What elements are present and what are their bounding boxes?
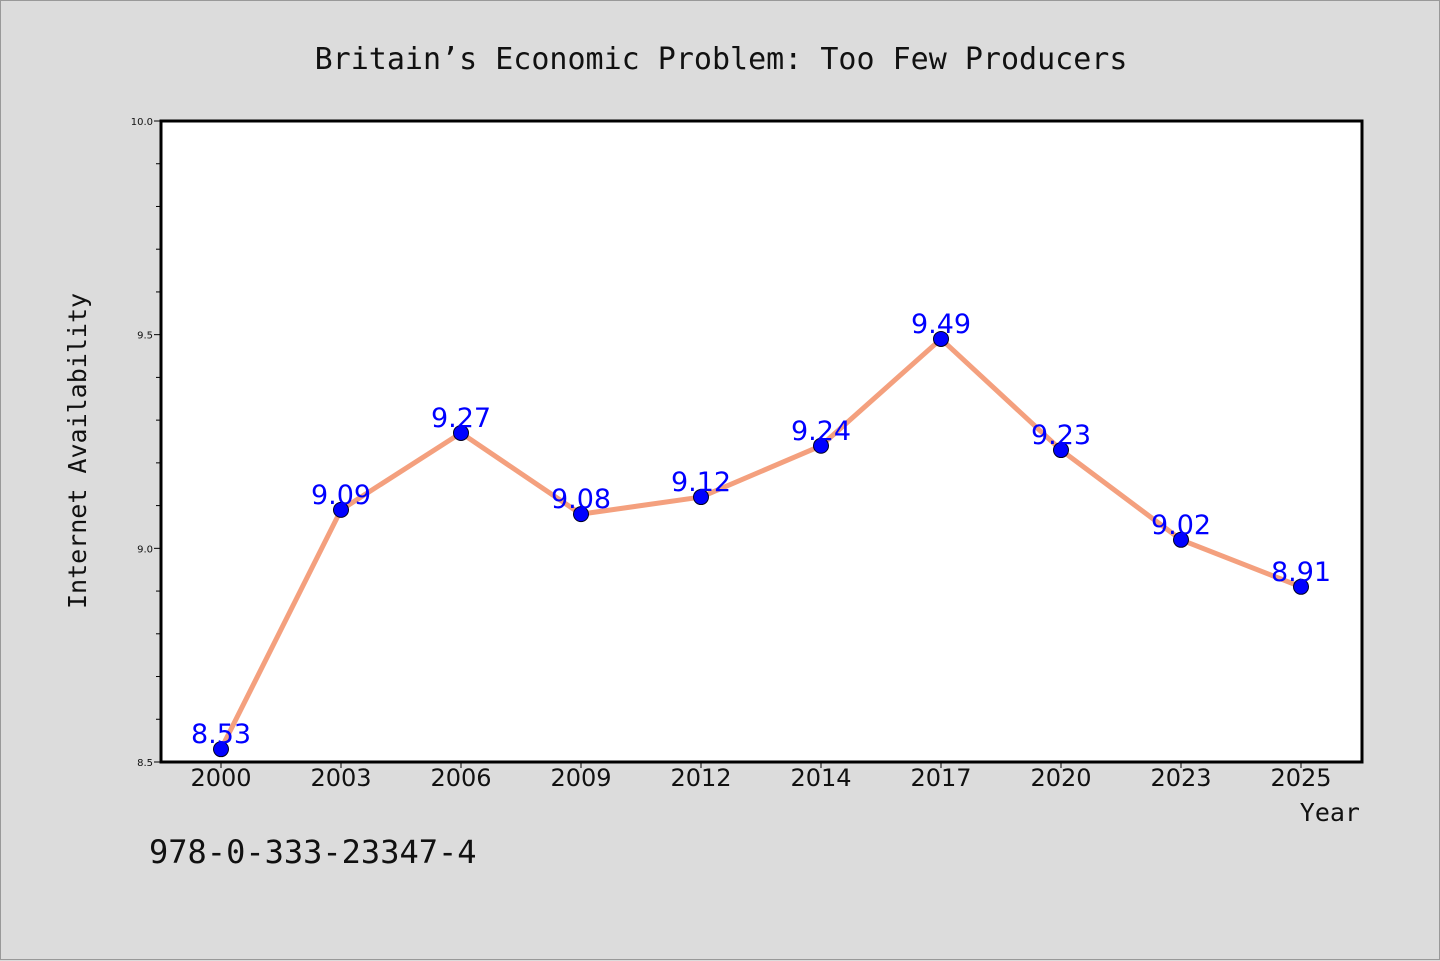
y-axis: 8.5 9.0 9.5 10.0 <box>131 117 161 769</box>
x-tick-label: 2025 <box>1270 764 1331 792</box>
data-labels: 8.53 9.09 9.27 9.08 9.12 9.24 9.49 9.23 9.02 8.91 <box>191 309 1331 750</box>
series-line <box>218 336 1304 752</box>
isbn-text: 978-0-333-23347-4 <box>149 833 477 871</box>
x-tick-label: 2014 <box>790 764 851 792</box>
data-point <box>333 501 349 518</box>
data-label: 9.08 <box>551 484 611 515</box>
y-tick-label: 8.5 <box>137 758 153 769</box>
data-point <box>453 424 469 441</box>
data-point <box>1173 531 1189 548</box>
data-point <box>693 489 709 506</box>
x-tick-label: 2012 <box>670 764 731 792</box>
y-tick-label: 9.0 <box>137 544 153 555</box>
data-point <box>813 437 829 454</box>
data-label: 9.24 <box>791 416 851 447</box>
x-tick-label: 2000 <box>190 764 251 792</box>
x-tick-label: 2003 <box>310 764 371 792</box>
data-label: 9.23 <box>1031 420 1091 451</box>
x-tick-label: 2006 <box>430 764 491 792</box>
data-label: 8.91 <box>1271 557 1331 588</box>
x-tick-label: 2020 <box>1030 764 1091 792</box>
data-point <box>1293 578 1309 595</box>
data-point <box>573 506 589 523</box>
y-axis-label: Internet Availability <box>63 293 92 609</box>
data-point <box>933 330 949 347</box>
data-point <box>213 741 229 758</box>
x-tick-label: 2017 <box>910 764 971 792</box>
y-tick-label: 10.0 <box>131 117 153 128</box>
data-label: 9.12 <box>671 467 731 498</box>
x-axis-label: Year <box>1300 798 1360 827</box>
data-label: 9.09 <box>311 480 371 511</box>
x-tick-label: 2023 <box>1150 764 1211 792</box>
y-tick-label: 9.5 <box>137 331 153 342</box>
x-axis: 2000 2003 2006 2009 2012 2014 2017 2020 2023 2025 <box>190 762 1332 792</box>
series-line-group <box>218 336 1304 752</box>
chart-title: Britain’s Economic Problem: Too Few Prod… <box>315 42 1128 77</box>
data-points <box>213 330 1309 758</box>
data-point <box>1053 442 1069 459</box>
plot-area <box>159 119 1364 764</box>
data-label: 9.02 <box>1151 510 1211 541</box>
x-tick-label: 2009 <box>550 764 611 792</box>
data-label: 9.49 <box>911 309 971 340</box>
data-label: 8.53 <box>191 719 251 750</box>
data-label: 9.27 <box>431 403 491 434</box>
